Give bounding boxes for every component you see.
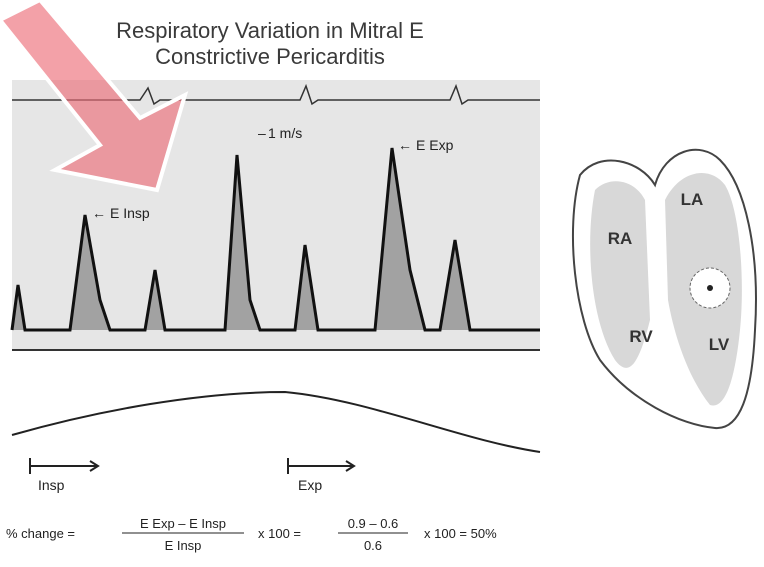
formula-denominator: 0.6 xyxy=(364,538,382,553)
formula-denominator: E Insp xyxy=(165,538,202,553)
exp-label: Exp xyxy=(298,477,322,493)
e-insp-label: E Insp xyxy=(110,205,150,221)
chamber-label: RV xyxy=(629,327,653,346)
arrow-glyph: ← xyxy=(92,205,106,221)
e-exp-label: E Exp xyxy=(416,137,454,153)
respiration-curve xyxy=(11,390,541,453)
insp-arrow xyxy=(29,458,100,474)
pointer-arrow xyxy=(0,0,189,193)
insp-label: Insp xyxy=(38,477,65,493)
chamber-label: LV xyxy=(709,335,730,354)
heart-walls xyxy=(590,173,742,406)
formula-lead: % change = xyxy=(6,526,75,541)
arrow-glyph: ← xyxy=(398,137,412,153)
formula-numerator: E Exp – E Insp xyxy=(140,516,226,531)
formula-numerator: 0.9 – 0.6 xyxy=(348,516,399,531)
chamber-label: RA xyxy=(608,229,633,248)
ecg-trace xyxy=(12,83,540,106)
title-line: Constrictive Pericarditis xyxy=(155,44,385,69)
exp-arrow xyxy=(287,458,356,474)
doppler-trace xyxy=(10,147,540,332)
scale-label: 1 m/s xyxy=(268,125,302,141)
chamber-label: LA xyxy=(681,190,704,209)
scale-label: – xyxy=(258,125,266,141)
formula-mult: x 100 = xyxy=(258,526,301,541)
formula-result: x 100 = 50% xyxy=(424,526,497,541)
valve-dot xyxy=(707,285,713,291)
title-line: Respiratory Variation in Mitral E xyxy=(116,18,424,43)
